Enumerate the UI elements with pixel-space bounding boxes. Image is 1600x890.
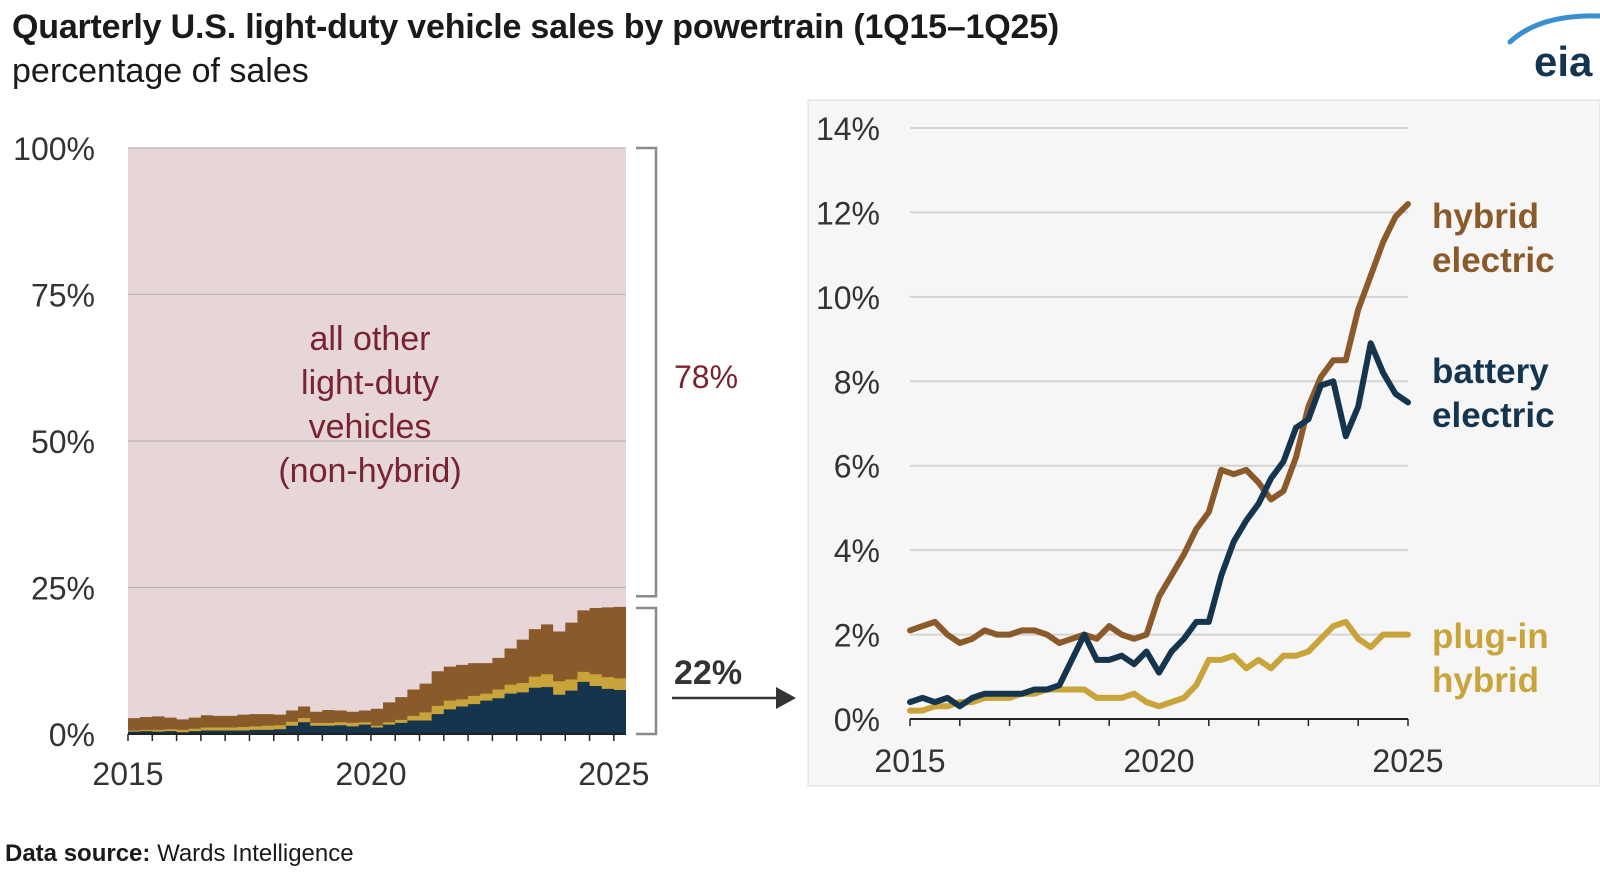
- series-label-hybrid-electric: hybrid: [1432, 197, 1539, 236]
- callout-share-electrified: 22%: [674, 654, 742, 692]
- stacked-area-gridlines: [128, 147, 626, 589]
- bracket-other: [636, 146, 658, 598]
- bracket-electrified: [636, 606, 658, 736]
- left-y-tick-label: 0%: [49, 717, 95, 753]
- line-chart-axes: 0% 2% 4% 6% 8% 10% 12% 14% 2015 2020 2025: [816, 111, 1444, 779]
- left-y-tick-label: 25%: [31, 571, 95, 607]
- right-y-tick-label: 14%: [816, 111, 880, 147]
- series-label-battery-electric: electric: [1432, 396, 1555, 435]
- annotation-line: all other: [310, 320, 431, 358]
- left-y-tick-label: 100%: [13, 131, 95, 167]
- chart-title: Quarterly U.S. light-duty vehicle sales …: [12, 8, 1060, 46]
- annotation-line: vehicles: [309, 408, 432, 446]
- left-x-tick-label: 2015: [92, 756, 163, 792]
- left-x-tick-label: 2020: [335, 756, 406, 792]
- left-y-tick-label: 75%: [31, 278, 95, 314]
- right-x-tick-label: 2015: [874, 743, 945, 779]
- data-source: Data source: Wards Intelligence: [5, 840, 354, 868]
- line-chart-plot: [907, 201, 1411, 714]
- right-x-tick-label: 2025: [1372, 743, 1443, 779]
- share-callouts: 78% 22%: [636, 146, 796, 736]
- right-y-tick-label: 6%: [834, 449, 880, 485]
- line-hybrid-electric: [907, 201, 1411, 646]
- source-text: Wards Intelligence: [157, 840, 354, 867]
- right-y-tick-label: 8%: [834, 364, 880, 400]
- series-label-plug-in-hybrid: plug-in: [1432, 617, 1549, 656]
- right-x-tick-label: 2020: [1123, 743, 1194, 779]
- callout-arrow-head: [776, 687, 796, 709]
- line-plug-in-hybrid: [907, 618, 1411, 714]
- left-x-tick-label: 2025: [578, 756, 649, 792]
- stacked-area-annotation: all other light-duty vehicles (non-hybrid): [278, 320, 461, 490]
- series-label-battery-electric: battery: [1432, 352, 1549, 391]
- right-y-tick-label: 0%: [834, 702, 880, 738]
- right-y-tick-label: 10%: [816, 280, 880, 316]
- line-battery-electric: [907, 340, 1411, 710]
- area-battery-electric: [128, 681, 626, 734]
- right-y-tick-label: 2%: [834, 618, 880, 654]
- source-label: Data source:: [5, 840, 151, 867]
- logo-text: eia: [1534, 38, 1593, 85]
- left-y-tick-label: 50%: [31, 424, 95, 460]
- annotation-line: light-duty: [301, 364, 439, 402]
- line-chart-series-labels: plug-in hybrid hybrid electric battery electr…: [1432, 197, 1555, 700]
- chart-subtitle: percentage of sales: [12, 52, 309, 90]
- stacked-series-layers: [128, 606, 626, 734]
- logo-swoosh: [1507, 13, 1600, 45]
- right-y-tick-label: 12%: [816, 195, 880, 231]
- series-label-hybrid-electric: electric: [1432, 241, 1555, 280]
- callout-share-other: 78%: [674, 359, 738, 395]
- right-y-tick-label: 4%: [834, 533, 880, 569]
- annotation-line: (non-hybrid): [278, 452, 461, 490]
- stacked-area-axes: 0% 25% 50% 75% 100% 2015 2020 2025: [13, 131, 649, 792]
- series-label-plug-in-hybrid: hybrid: [1432, 661, 1539, 700]
- eia-logo: eia: [1507, 13, 1600, 85]
